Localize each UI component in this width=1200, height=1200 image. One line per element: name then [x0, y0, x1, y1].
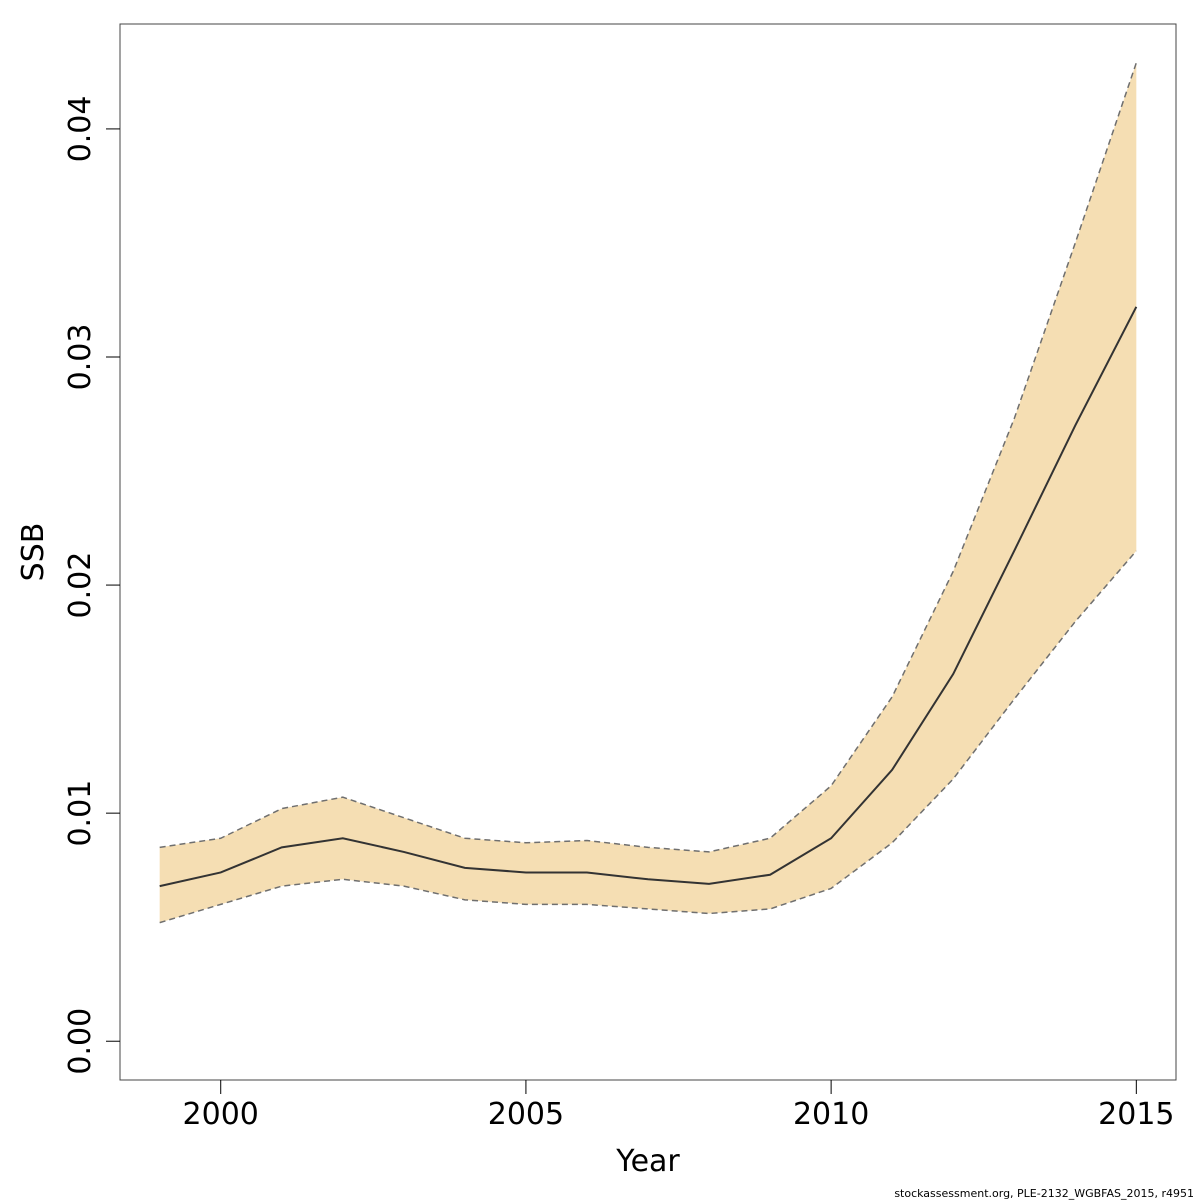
upper-bound-line — [159, 62, 1138, 853]
x-tick-label: 2010 — [793, 1097, 869, 1132]
y-tick-label: 0.04 — [63, 96, 98, 163]
y-tick-label: 0.00 — [63, 1008, 98, 1075]
y-tick-label: 0.01 — [63, 780, 98, 847]
confidence-band — [159, 62, 1137, 923]
x-tick-label: 2005 — [488, 1097, 564, 1132]
lower-bound-line — [159, 550, 1137, 924]
y-tick-label: 0.03 — [63, 324, 98, 391]
x-axis: 2000 2005 2010 2015 — [183, 1080, 1175, 1132]
x-tick-label: 2015 — [1098, 1097, 1174, 1132]
plot-frame — [119, 23, 1177, 1081]
confidence-band-layer — [159, 62, 1137, 923]
y-axis: 0.00 0.01 0.02 0.03 0.04 — [63, 96, 120, 1075]
footnote: stockassessment.org, PLE-2132_WGBFAS_201… — [894, 1187, 1194, 1200]
series-lines-layer — [159, 62, 1138, 924]
x-tick-label: 2000 — [183, 1097, 259, 1132]
y-axis-title: SSB — [16, 523, 51, 582]
ssb-estimate-line — [159, 306, 1138, 888]
y-tick-label: 0.02 — [63, 552, 98, 619]
x-axis-title: Year — [615, 1144, 680, 1179]
